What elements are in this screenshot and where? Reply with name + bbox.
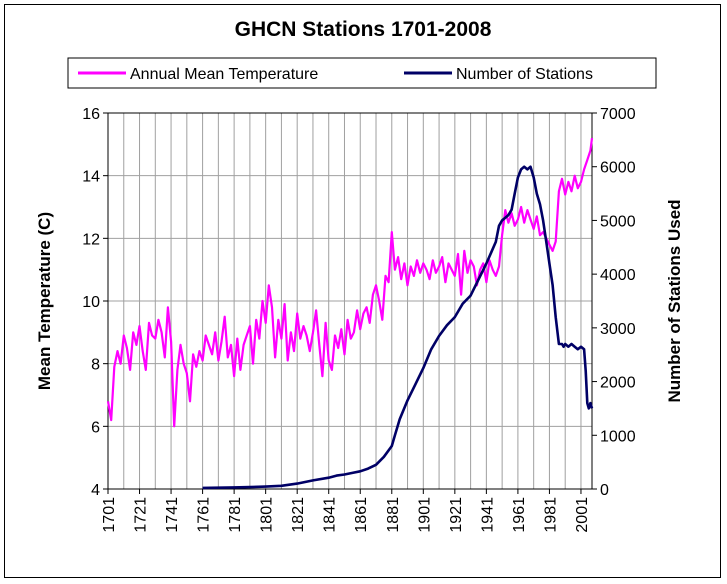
x-tick-label: 1981 (542, 497, 559, 533)
y2-tick-label: 0 (600, 482, 609, 499)
y-tick-label: 16 (82, 106, 100, 123)
x-tick-label: 1941 (479, 497, 496, 533)
x-tick-label: 1921 (448, 497, 465, 533)
series-line-stations (202, 165, 594, 490)
chart-title: GHCN Stations 1701-2008 (235, 18, 492, 41)
x-tick-label: 1721 (133, 497, 150, 533)
y2-tick-label: 3000 (600, 321, 636, 338)
y2-tick-label: 1000 (600, 428, 636, 445)
x-tick-label: 1761 (196, 497, 213, 533)
x-tick-label: 1861 (353, 497, 370, 533)
gridlines (107, 112, 592, 490)
y2-tick-label: 6000 (600, 160, 636, 177)
series-line-temperature (106, 137, 594, 428)
x-tick-label: 1961 (511, 497, 528, 533)
x-tick-label: 1801 (259, 497, 276, 533)
y2-tick-label: 7000 (600, 106, 636, 123)
x-tick-label: 1781 (227, 497, 244, 533)
legend-box (67, 57, 657, 89)
x-tick-label: 1841 (322, 497, 339, 533)
y2-tick-label: 2000 (600, 375, 636, 392)
y-tick-label: 6 (91, 419, 100, 436)
x-tick-label: 1821 (290, 497, 307, 533)
y-tick-label: 14 (82, 169, 100, 186)
y2-tick-label: 5000 (600, 213, 636, 230)
y-axis-title: Mean Temperature (C) (35, 212, 54, 390)
x-tick-label: 1881 (385, 497, 402, 533)
legend-label-stations: Number of Stations (456, 66, 593, 83)
x-tick-label: 2001 (574, 497, 591, 533)
y-tick-label: 4 (91, 482, 100, 499)
legend-label-temperature: Annual Mean Temperature (130, 66, 318, 83)
y-tick-label: 12 (82, 231, 100, 248)
x-tick-label: 1701 (101, 497, 118, 533)
x-tick-label: 1741 (164, 497, 181, 533)
legend: Annual Mean Temperature Number of Statio… (67, 57, 657, 89)
y2-tick-label: 4000 (600, 267, 636, 284)
y-tick-label: 10 (82, 294, 100, 311)
y-tick-label: 8 (91, 357, 100, 374)
y2-axis-title: Number of Stations Used (665, 199, 684, 402)
chart-marks: 4 6 8 10 12 14 16 0 1000 2000 3000 4000 5000 6000 7000… (82, 106, 635, 533)
x-tick-label: 1901 (416, 497, 433, 533)
